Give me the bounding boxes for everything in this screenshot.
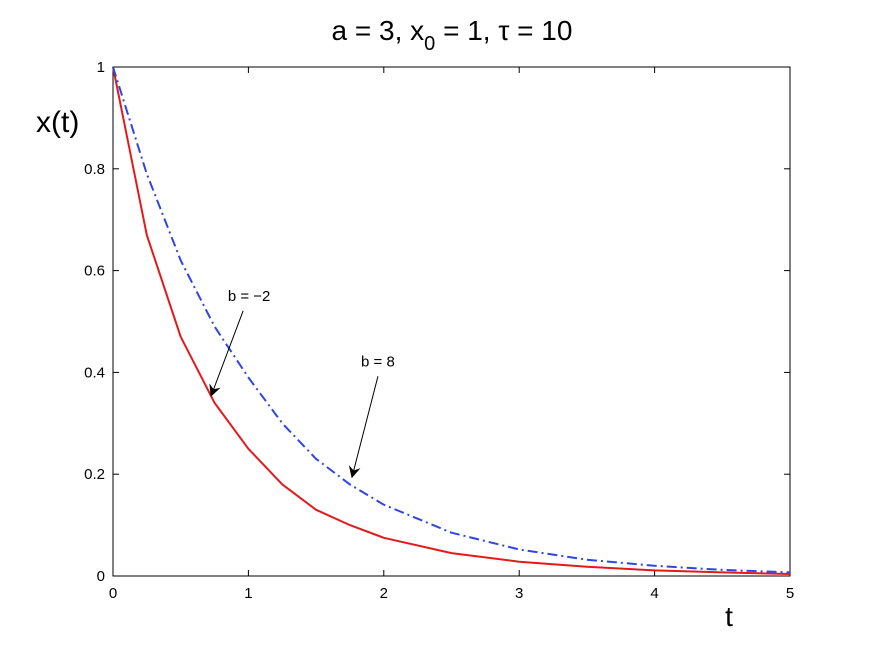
y-tick-label: 0 — [97, 568, 105, 585]
y-tick-label: 0.6 — [84, 263, 105, 280]
plot-area-frame — [112, 66, 791, 577]
x-axis-label: t — [725, 601, 733, 632]
x-tick-label: 3 — [515, 585, 523, 602]
y-axis-label: x(t) — [36, 106, 79, 139]
annotation-label: b = −2 — [228, 288, 271, 305]
annotations: b = −2 b = 8 — [209, 288, 395, 479]
x-tick-label: 2 — [380, 585, 388, 602]
series-layer — [112, 66, 791, 575]
y-tick-label: 1 — [97, 59, 105, 76]
annotation-label: b = 8 — [361, 353, 395, 370]
y-tick-label: 0.8 — [84, 161, 105, 178]
axis-ticks: 0 1 2 3 4 5 0 0.2 0.4 0.6 0.8 1 — [84, 59, 794, 602]
x-tick-label: 5 — [786, 585, 794, 602]
x-tick-label: 0 — [109, 585, 117, 602]
chart-title: a = 3, x0 = 1, τ = 10 — [332, 15, 573, 55]
y-tick-label: 0.4 — [84, 364, 105, 381]
series-line-0 — [112, 66, 791, 575]
x-tick-label: 4 — [650, 585, 658, 602]
y-tick-label: 0.2 — [84, 466, 105, 483]
annotation-arrow — [348, 376, 379, 479]
annotation-arrow — [209, 310, 244, 397]
series-line-1 — [112, 66, 791, 574]
x-tick-label: 1 — [244, 585, 252, 602]
